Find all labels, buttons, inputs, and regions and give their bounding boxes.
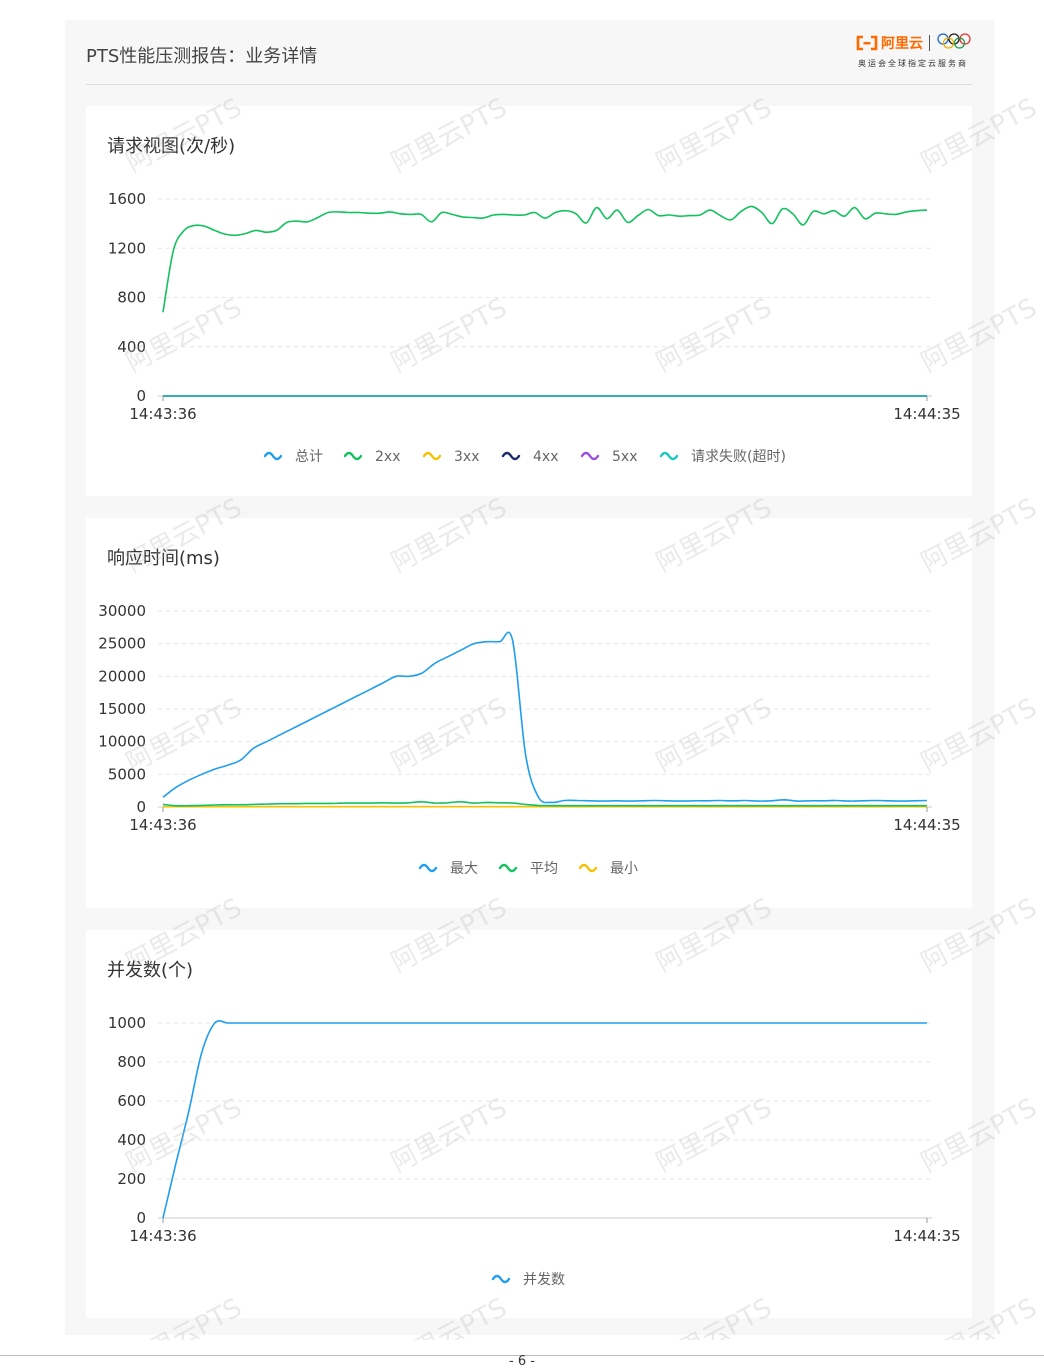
response-time-panel: 响应时间(ms) 0 5000 10000 15000 20000 25000 30000 1… [86, 518, 972, 908]
legend-item[interactable]: 2xx [375, 449, 400, 465]
legend-item[interactable]: 最大 [450, 861, 478, 877]
series-line-2xx [162, 205, 928, 313]
legend-item[interactable]: 平均 [530, 861, 558, 877]
legend-marker-icon [659, 451, 679, 461]
legend-item[interactable]: 最小 [610, 861, 638, 877]
report-title: PTS性能压测报告：业务详情 [86, 46, 318, 67]
y-tick-label: 20000 [98, 667, 146, 685]
footer-divider [0, 1355, 1044, 1356]
request-view-chart: 0 400 800 1200 1600 14:43:36 14:44:35 总计 2xx 3xx 4… [108, 190, 961, 465]
y-tick-label: 0 [136, 798, 146, 816]
legend-marker-icon [418, 863, 438, 873]
request-view-panel: 请求视图(次/秒) 0 400 800 1200 1600 14:43:36 14:44:3… [86, 106, 972, 496]
brand-logo: 阿里云 奥运会全球指定云服务商 [842, 32, 972, 72]
chart-title: 并发数(个) [107, 960, 194, 981]
legend-item[interactable]: 4xx [533, 449, 558, 465]
legend-item[interactable]: 请求失败(超时) [691, 449, 786, 465]
x-tick-label: 14:43:36 [129, 816, 196, 834]
x-tick-label: 14:44:35 [893, 816, 960, 834]
series-line-max [162, 631, 928, 804]
y-tick-label: 200 [117, 1170, 146, 1188]
report-header: PTS性能压测报告：业务详情 阿里云 [86, 20, 972, 85]
legend-marker-icon [491, 1274, 511, 1284]
y-tick-label: 800 [117, 289, 146, 307]
page-number: - 6 - [509, 1354, 535, 1369]
y-tick-label: 0 [136, 1209, 146, 1227]
legend-marker-icon [501, 451, 521, 461]
chart-title: 响应时间(ms) [107, 548, 220, 569]
aliyun-logo-icon [856, 35, 878, 51]
y-tick-label: 600 [117, 1092, 146, 1110]
olympic-rings-icon [936, 32, 972, 54]
y-tick-label: 1200 [108, 239, 146, 257]
brand-name: 阿里云 [881, 36, 923, 52]
y-tick-label: 15000 [98, 700, 146, 718]
legend-marker-icon [343, 451, 363, 461]
brand-divider [929, 35, 930, 51]
y-tick-label: 800 [117, 1053, 146, 1071]
y-tick-label: 10000 [98, 733, 146, 751]
legend-marker-icon [580, 451, 600, 461]
brand-slogan: 奥运会全球指定云服务商 [858, 59, 968, 68]
y-tick-label: 5000 [108, 765, 146, 783]
legend-marker-icon [263, 451, 283, 461]
x-tick-label: 14:43:36 [129, 1227, 196, 1245]
legend-marker-icon [578, 863, 598, 873]
legend-marker-icon [422, 451, 442, 461]
legend-marker-icon [498, 863, 518, 873]
chart-title: 请求视图(次/秒) [107, 136, 236, 157]
concurrency-panel: 并发数(个) 0 200 400 600 800 1000 14:43:36 14:44:35… [86, 930, 972, 1318]
legend-item[interactable]: 总计 [295, 449, 323, 465]
legend-item[interactable]: 5xx [612, 449, 637, 465]
series-line-avg [162, 800, 927, 807]
legend-item[interactable]: 3xx [454, 449, 479, 465]
y-tick-label: 25000 [98, 635, 146, 653]
y-tick-label: 30000 [98, 602, 146, 620]
x-tick-label: 14:44:35 [893, 405, 960, 423]
y-tick-label: 0 [136, 387, 146, 405]
y-tick-label: 1000 [108, 1014, 146, 1032]
y-tick-label: 400 [117, 1131, 146, 1149]
concurrency-chart: 0 200 400 600 800 1000 14:43:36 14:44:35 并发数 [108, 1014, 961, 1288]
response-time-chart: 0 5000 10000 15000 20000 25000 30000 14:43:36 14… [98, 602, 960, 877]
series-line-concurrency [162, 1020, 927, 1219]
x-tick-label: 14:43:36 [129, 405, 196, 423]
y-tick-label: 1600 [108, 190, 146, 208]
y-tick-label: 400 [117, 338, 146, 356]
x-tick-label: 14:44:35 [893, 1227, 960, 1245]
legend-item[interactable]: 并发数 [523, 1272, 565, 1288]
